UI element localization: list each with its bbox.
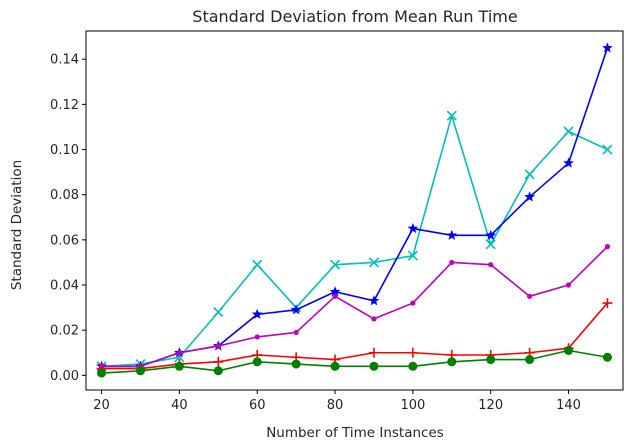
data-point	[485, 239, 496, 250]
x-axis: 20 40 60 80 100 120 140	[93, 390, 581, 413]
y-tick-label: 0.10	[50, 143, 79, 158]
x-tick-label: 140	[556, 398, 581, 413]
series-line	[101, 47, 609, 368]
data-point	[524, 169, 535, 180]
data-point	[332, 293, 338, 299]
data-point	[371, 316, 377, 322]
data-point	[176, 350, 182, 356]
data-point	[251, 308, 263, 319]
x-tick-label: 120	[478, 398, 503, 413]
plot-frame	[85, 30, 624, 391]
x-tick-label: 20	[93, 398, 110, 413]
data-point	[408, 361, 418, 371]
data-point	[135, 366, 145, 376]
chart-title: Standard Deviation from Mean Run Time	[192, 7, 517, 26]
data-point	[564, 345, 574, 355]
data-point	[97, 368, 107, 378]
data-point	[330, 361, 340, 371]
data-point	[410, 300, 416, 306]
data-point	[563, 126, 574, 137]
y-tick-label: 0.14	[50, 53, 79, 68]
y-tick-label: 0.00	[50, 369, 79, 384]
data-point	[563, 157, 574, 168]
series-4	[97, 345, 612, 378]
series-line	[101, 114, 608, 368]
series-3	[96, 298, 613, 374]
data-point	[174, 361, 184, 371]
data-point	[449, 259, 455, 266]
data-point	[525, 355, 535, 365]
data-point	[369, 361, 379, 371]
x-tick-label: 100	[400, 398, 425, 413]
series-layer	[96, 42, 613, 378]
data-point	[446, 229, 458, 240]
data-point	[488, 262, 494, 268]
data-point	[368, 295, 380, 306]
series-1	[96, 42, 613, 371]
data-point	[602, 298, 613, 309]
x-tick-label: 40	[171, 398, 188, 413]
y-tick-label: 0.02	[50, 324, 79, 339]
data-point	[602, 144, 613, 155]
series-line	[101, 246, 608, 368]
data-point	[215, 343, 221, 349]
data-point	[368, 347, 379, 358]
data-point	[602, 352, 612, 362]
data-point	[329, 286, 341, 297]
data-point	[485, 229, 497, 240]
data-point	[213, 356, 224, 367]
x-tick-label: 60	[249, 398, 266, 413]
data-point	[252, 259, 263, 270]
y-axis: 0.00 0.02 0.04 0.06 0.08 0.10 0.12 0.14	[50, 53, 86, 384]
series-line	[101, 349, 608, 374]
data-point	[527, 293, 533, 299]
series-2	[98, 244, 611, 369]
data-point	[254, 334, 260, 340]
data-point	[486, 355, 496, 365]
data-point	[252, 357, 262, 367]
y-tick-label: 0.08	[50, 188, 79, 203]
data-point	[213, 307, 224, 318]
data-point	[446, 110, 457, 121]
y-axis-label: Standard Deviation	[9, 160, 25, 290]
data-point	[565, 282, 572, 288]
data-point	[524, 191, 535, 202]
data-point	[329, 259, 341, 270]
series-line	[101, 302, 609, 370]
data-point	[407, 347, 418, 358]
x-tick-label: 80	[327, 398, 344, 413]
data-point	[407, 250, 418, 261]
data-point	[447, 357, 457, 367]
y-tick-label: 0.06	[50, 233, 79, 248]
data-point	[407, 222, 419, 234]
data-point	[368, 257, 380, 268]
data-point	[602, 42, 613, 53]
y-tick-label: 0.12	[50, 98, 79, 113]
data-point	[291, 359, 301, 369]
data-point	[293, 329, 299, 336]
data-point	[290, 304, 302, 315]
data-point	[213, 366, 223, 376]
series-0	[96, 110, 613, 372]
data-point	[604, 244, 611, 250]
y-tick-label: 0.04	[50, 279, 79, 294]
x-axis-label: Number of Time Instances	[266, 425, 444, 441]
